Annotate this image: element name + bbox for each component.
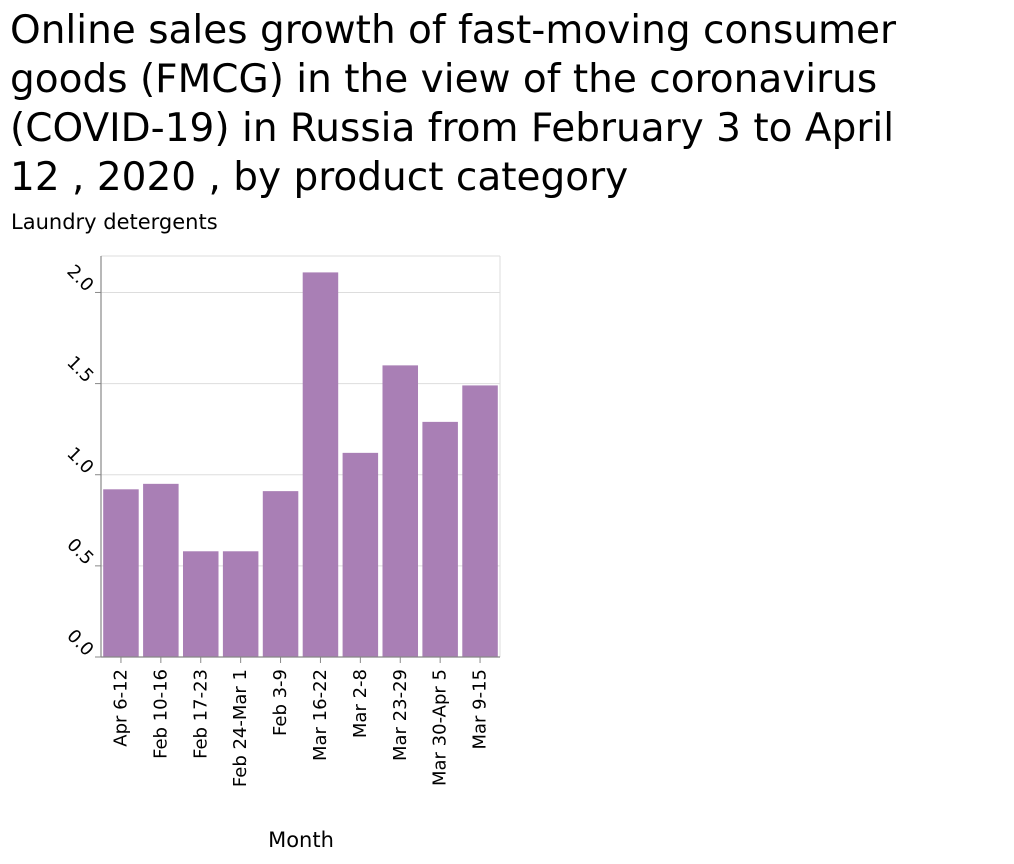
- y-tick-label: 0.5: [62, 534, 97, 569]
- y-tick-label: 1.0: [62, 443, 97, 478]
- x-tick-label: Feb 3-9: [270, 669, 291, 736]
- plot-area: 0.0 0.5 1.0 1.5 2.0 Apr 6-12 Feb 10-16 Feb 17-…: [62, 255, 501, 787]
- x-tick-label: Feb 17-23: [190, 669, 211, 759]
- x-tick-label: Apr 6-12: [110, 669, 131, 747]
- chart-title-line: 12 , 2020 , by product category: [10, 155, 629, 200]
- chart-title-line: (COVID-19) in Russia from February 3 to …: [10, 106, 895, 151]
- bar: [422, 421, 458, 657]
- bars: [103, 272, 498, 657]
- y-axis-ticks: 0.0 0.5 1.0 1.5 2.0: [62, 261, 101, 661]
- x-tick-label: Mar 30-Apr 5: [430, 669, 451, 786]
- bar: [262, 491, 299, 657]
- bar: [222, 551, 259, 657]
- y-tick-label: 1.5: [62, 352, 97, 387]
- y-axis-label: Laundry detergents: [11, 210, 218, 234]
- bar: [382, 365, 419, 657]
- y-tick-label: 0.0: [62, 625, 97, 660]
- x-tick-label: Feb 10-16: [150, 669, 171, 759]
- axes: [100, 256, 500, 658]
- x-axis-ticks: Apr 6-12 Feb 10-16 Feb 17-23 Feb 24-Mar 1 Fe…: [110, 657, 491, 787]
- x-tick-label: Mar 16-22: [310, 669, 331, 761]
- x-tick-label: Mar 23-29: [390, 669, 411, 761]
- x-tick-label: Feb 24-Mar 1: [230, 669, 251, 787]
- bar: [302, 272, 339, 657]
- chart-title-line: Online sales growth of fast-moving consu…: [10, 8, 897, 53]
- x-tick-label: Mar 2-8: [350, 669, 371, 738]
- chart-title-line: goods (FMCG) in the view of the coronavi…: [10, 57, 878, 102]
- x-tick-label: Mar 9-15: [470, 669, 491, 750]
- bar: [143, 483, 179, 657]
- y-tick-label: 2.0: [62, 261, 97, 296]
- bar: [342, 452, 379, 657]
- x-axis-label: Month: [268, 828, 334, 852]
- bar: [462, 385, 498, 657]
- bar: [103, 489, 139, 657]
- chart-title: Online sales growth of fast-moving consu…: [10, 6, 1010, 202]
- bar: [182, 551, 219, 657]
